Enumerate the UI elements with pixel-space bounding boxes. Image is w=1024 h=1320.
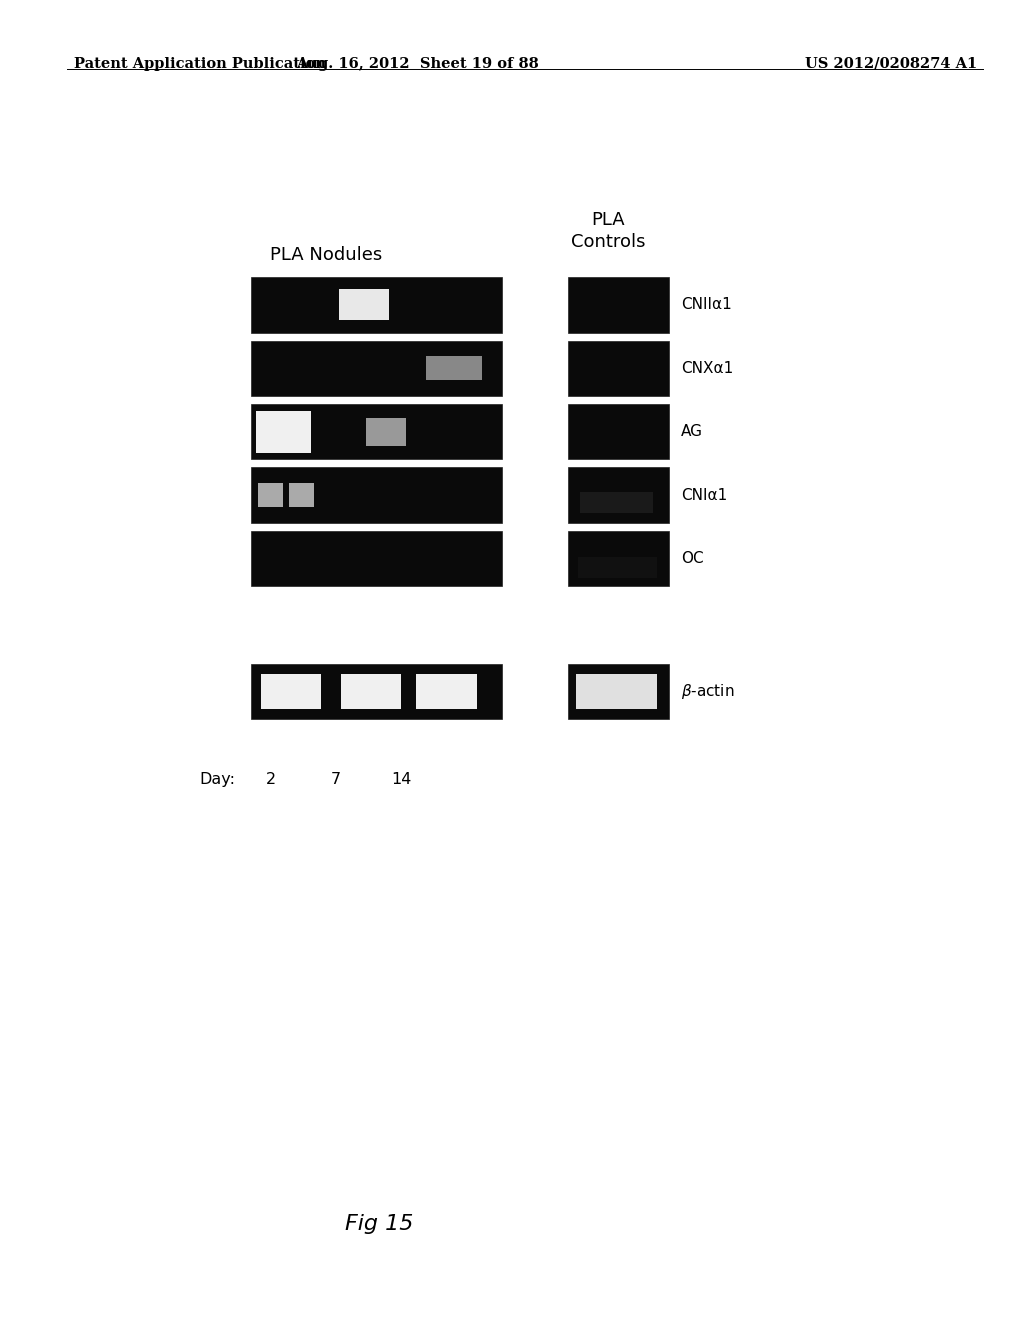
Bar (251, 467, 502, 523)
Bar (568, 341, 669, 396)
Bar (341, 675, 401, 709)
Bar (251, 531, 502, 586)
Bar (251, 664, 502, 719)
Text: PLA
Controls: PLA Controls (571, 211, 645, 251)
Bar (251, 277, 502, 333)
Text: Patent Application Publication: Patent Application Publication (74, 57, 326, 71)
Bar (256, 411, 311, 453)
Bar (367, 417, 407, 446)
Bar (577, 675, 656, 709)
Text: 14: 14 (391, 772, 412, 787)
Text: CNIIα1: CNIIα1 (681, 297, 732, 313)
Text: OC: OC (681, 550, 703, 566)
Text: Day:: Day: (200, 772, 236, 787)
Text: AG: AG (681, 424, 702, 440)
Bar (568, 664, 669, 719)
Bar (251, 404, 502, 459)
Bar (426, 356, 481, 380)
Bar (251, 341, 502, 396)
Bar (581, 491, 652, 512)
Bar (568, 404, 669, 459)
Text: $\beta$-actin: $\beta$-actin (681, 682, 734, 701)
Bar (568, 531, 669, 586)
Bar (417, 675, 477, 709)
Bar (261, 675, 322, 709)
Bar (579, 557, 656, 578)
Bar (568, 277, 669, 333)
Text: 2: 2 (266, 772, 276, 787)
Bar (568, 467, 669, 523)
Text: US 2012/0208274 A1: US 2012/0208274 A1 (805, 57, 977, 71)
Text: CNXα1: CNXα1 (681, 360, 733, 376)
Bar (258, 483, 284, 507)
Text: Aug. 16, 2012  Sheet 19 of 88: Aug. 16, 2012 Sheet 19 of 88 (296, 57, 540, 71)
Bar (289, 483, 313, 507)
Text: CNIα1: CNIα1 (681, 487, 727, 503)
Text: PLA Nodules: PLA Nodules (269, 246, 382, 264)
Bar (339, 289, 389, 321)
Text: 7: 7 (331, 772, 341, 787)
Text: Fig 15: Fig 15 (345, 1213, 413, 1234)
